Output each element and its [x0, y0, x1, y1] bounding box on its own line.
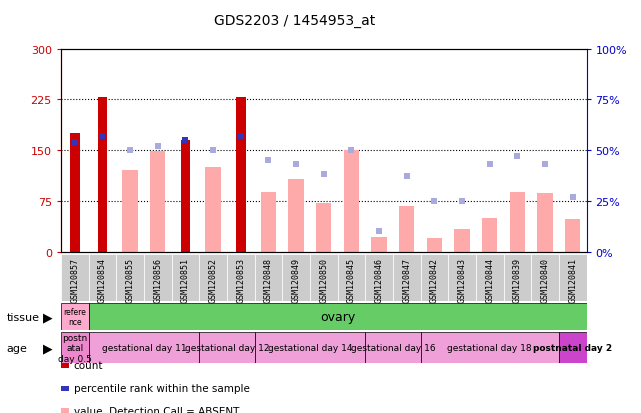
- Bar: [399, 207, 414, 252]
- Text: GSM120854: GSM120854: [98, 258, 107, 303]
- Bar: [205, 168, 221, 252]
- Bar: [420, 254, 448, 301]
- Bar: [393, 254, 420, 301]
- Text: postn
atal
day 0.5: postn atal day 0.5: [58, 333, 92, 363]
- Text: GSM120842: GSM120842: [430, 258, 439, 303]
- Bar: [510, 192, 525, 252]
- Bar: [454, 230, 470, 252]
- Bar: [310, 254, 338, 301]
- Text: gestational day 12: gestational day 12: [185, 344, 269, 352]
- Bar: [504, 254, 531, 301]
- Bar: [144, 254, 172, 301]
- Bar: [116, 254, 144, 301]
- Bar: [482, 218, 497, 252]
- Bar: [344, 151, 359, 252]
- Text: GSM120844: GSM120844: [485, 258, 494, 303]
- Text: GSM120840: GSM120840: [540, 258, 549, 303]
- Text: tissue: tissue: [6, 312, 39, 322]
- Text: GDS2203 / 1454953_at: GDS2203 / 1454953_at: [214, 14, 376, 28]
- Bar: [88, 332, 199, 363]
- Bar: [448, 254, 476, 301]
- Bar: [288, 180, 304, 252]
- Bar: [559, 332, 587, 363]
- Bar: [97, 98, 107, 252]
- Bar: [365, 254, 393, 301]
- Bar: [88, 254, 116, 301]
- Text: age: age: [6, 343, 28, 353]
- Bar: [565, 220, 580, 252]
- Text: percentile rank within the sample: percentile rank within the sample: [74, 383, 249, 393]
- Bar: [282, 254, 310, 301]
- Text: GSM120849: GSM120849: [292, 258, 301, 303]
- Text: gestational day 18: gestational day 18: [447, 344, 532, 352]
- Bar: [261, 192, 276, 252]
- Text: GSM120851: GSM120851: [181, 258, 190, 303]
- Bar: [70, 134, 79, 252]
- Text: GSM120845: GSM120845: [347, 258, 356, 303]
- Bar: [61, 332, 88, 363]
- Text: GSM120852: GSM120852: [208, 258, 217, 303]
- Bar: [476, 254, 504, 301]
- Bar: [199, 254, 227, 301]
- Text: GSM120847: GSM120847: [402, 258, 411, 303]
- Text: GSM120857: GSM120857: [71, 258, 79, 303]
- Text: GSM120850: GSM120850: [319, 258, 328, 303]
- Text: GSM120856: GSM120856: [153, 258, 162, 303]
- Text: ▶: ▶: [43, 311, 53, 323]
- Bar: [61, 304, 88, 330]
- Text: gestational day 11: gestational day 11: [101, 344, 186, 352]
- Bar: [181, 141, 190, 252]
- Bar: [559, 254, 587, 301]
- Text: GSM120839: GSM120839: [513, 258, 522, 303]
- Text: GSM120843: GSM120843: [458, 258, 467, 303]
- Text: GSM120846: GSM120846: [374, 258, 383, 303]
- Bar: [236, 98, 246, 252]
- Bar: [537, 193, 553, 252]
- Text: GSM120841: GSM120841: [568, 258, 577, 303]
- Text: gestational day 14: gestational day 14: [268, 344, 352, 352]
- Bar: [254, 332, 365, 363]
- Bar: [172, 254, 199, 301]
- Bar: [150, 152, 165, 252]
- Text: count: count: [74, 361, 103, 370]
- Bar: [531, 254, 559, 301]
- Text: GSM120853: GSM120853: [237, 258, 246, 303]
- Bar: [316, 203, 331, 252]
- Text: refere
nce: refere nce: [63, 307, 86, 327]
- Bar: [254, 254, 282, 301]
- Bar: [420, 332, 559, 363]
- Text: ▶: ▶: [43, 342, 53, 354]
- Text: value, Detection Call = ABSENT: value, Detection Call = ABSENT: [74, 406, 239, 413]
- Bar: [199, 332, 254, 363]
- Text: GSM120855: GSM120855: [126, 258, 135, 303]
- Bar: [122, 171, 138, 252]
- Bar: [338, 254, 365, 301]
- Text: gestational day 16: gestational day 16: [351, 344, 435, 352]
- Bar: [427, 238, 442, 252]
- Bar: [61, 254, 88, 301]
- Text: postnatal day 2: postnatal day 2: [533, 344, 612, 352]
- Bar: [371, 237, 387, 252]
- Bar: [365, 332, 420, 363]
- Text: GSM120848: GSM120848: [264, 258, 273, 303]
- Bar: [227, 254, 254, 301]
- Text: ovary: ovary: [320, 311, 355, 323]
